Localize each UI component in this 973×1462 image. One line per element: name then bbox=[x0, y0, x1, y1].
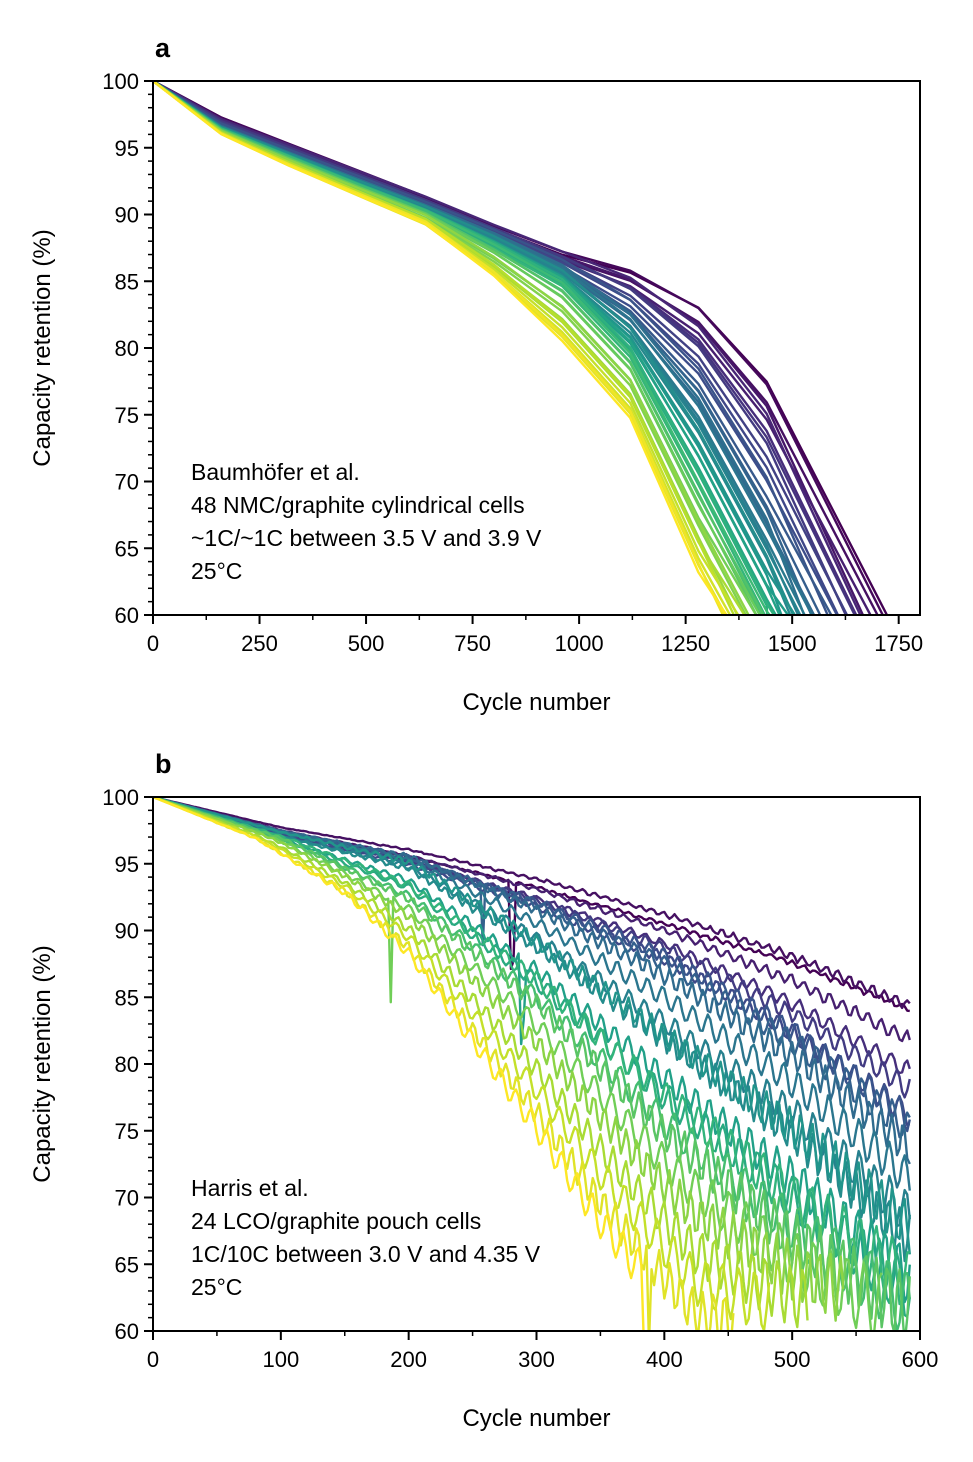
panel-a-series-line-33 bbox=[153, 81, 771, 615]
panel-b-annotation-line-1: Harris et al. bbox=[191, 1175, 309, 1201]
panel-b-series-line-19 bbox=[153, 797, 883, 1331]
panel-b-annotation-line-2: 24 LCO/graphite pouch cells bbox=[191, 1208, 481, 1234]
panel-b-series-line-13 bbox=[153, 797, 911, 1255]
panel-b-y-tick-label: 100 bbox=[102, 785, 139, 810]
panel-b-series-line-10 bbox=[153, 797, 911, 1191]
panel-a-x-tick-label: 1250 bbox=[661, 631, 710, 656]
panel-a-series-line-24 bbox=[153, 81, 795, 615]
panel-a-x-tick-label: 500 bbox=[348, 631, 385, 656]
panel-a-series-line-48 bbox=[153, 81, 728, 615]
panel-b-series-line-9 bbox=[153, 797, 911, 1165]
panel-b-chart: 0 100 200 300 400 500 600 60 65 70 75 80 85 90 95 100 Cy… bbox=[29, 749, 938, 1432]
panel-a-x-tick-label: 1000 bbox=[555, 631, 604, 656]
panel-b-x-tick-label: 200 bbox=[390, 1347, 427, 1372]
panel-a-series-line-9 bbox=[153, 81, 847, 615]
panel-b-y-tick-label: 85 bbox=[115, 985, 139, 1010]
panel-a-y-tick-label: 65 bbox=[115, 536, 139, 561]
panel-a-x-tick-label: 0 bbox=[147, 631, 159, 656]
panel-a-annotation-line-4: 25°C bbox=[191, 558, 242, 584]
panel-b-y-tick-label: 80 bbox=[115, 1052, 139, 1077]
panel-a-y-tick-label: 90 bbox=[115, 203, 139, 228]
panel-b-lines bbox=[153, 797, 911, 1331]
panel-b-y-axis-label: Capacity retention (%) bbox=[29, 945, 56, 1182]
panel-a-x-tick-label: 1500 bbox=[768, 631, 817, 656]
panel-a-series-line-6 bbox=[153, 81, 862, 615]
panel-b-x-tick-label: 0 bbox=[147, 1347, 159, 1372]
panel-b-y-tick-label: 60 bbox=[115, 1319, 139, 1344]
panel-b-series-line-2 bbox=[153, 797, 911, 1010]
panel-a-y-tick-label: 60 bbox=[115, 603, 139, 628]
panel-a-y-tick-label: 80 bbox=[115, 336, 139, 361]
panel-b-annotation-line-4: 25°C bbox=[191, 1274, 242, 1300]
panel-b-series-line-18 bbox=[153, 797, 911, 1331]
panel-a-series-line-40 bbox=[153, 81, 750, 615]
panel-a-x-tick-label: 250 bbox=[241, 631, 278, 656]
panel-a-annotation-line-1: Baumhöfer et al. bbox=[191, 459, 360, 485]
panel-a-y-tick-label: 100 bbox=[102, 69, 139, 94]
panel-b-x-axis-label: Cycle number bbox=[462, 1405, 610, 1432]
panel-a-annotation-line-2: 48 NMC/graphite cylindrical cells bbox=[191, 492, 525, 518]
panel-a-y-tick-label: 85 bbox=[115, 269, 139, 294]
panel-b-y-tick-label: 95 bbox=[115, 852, 139, 877]
panel-b-series-line-16 bbox=[153, 797, 911, 1306]
panel-a-lines bbox=[153, 81, 889, 615]
panel-b-series-line-24 bbox=[153, 797, 645, 1331]
panel-a-y-tick-label: 70 bbox=[115, 470, 139, 495]
panel-a-panel-label: a bbox=[155, 33, 171, 63]
panel-b-x-tick-label: 500 bbox=[774, 1347, 811, 1372]
panel-a-y-tick-label: 95 bbox=[115, 136, 139, 161]
panel-a-x-tick-label: 750 bbox=[454, 631, 491, 656]
panel-b-x-tick-label: 300 bbox=[518, 1347, 555, 1372]
panel-b-x-tick-label: 400 bbox=[646, 1347, 683, 1372]
panel-a-chart: 0 250 500 750 1000 1250 1500 1750 60 65 70 75 80 85 90… bbox=[29, 33, 923, 716]
panel-b-y-tick-label: 65 bbox=[115, 1252, 139, 1277]
panel-b-annotation-line-3: 1C/10C between 3.0 V and 4.35 V bbox=[191, 1241, 541, 1267]
panel-a-x-axis-label: Cycle number bbox=[462, 689, 610, 716]
panel-b-x-tick-label: 600 bbox=[902, 1347, 939, 1372]
panel-a-y-axis-label: Capacity retention (%) bbox=[29, 229, 56, 466]
panel-b-y-tick-label: 70 bbox=[115, 1186, 139, 1211]
panel-a-y-tick-label: 75 bbox=[115, 403, 139, 428]
panel-b-x-tick-label: 100 bbox=[262, 1347, 299, 1372]
panel-a-annotation-line-3: ~1C/~1C between 3.5 V and 3.9 V bbox=[191, 525, 542, 551]
panel-b-y-tick-label: 90 bbox=[115, 919, 139, 944]
panel-a-x-tick-label: 1750 bbox=[874, 631, 923, 656]
panel-b-y-tick-label: 75 bbox=[115, 1119, 139, 1144]
panel-a-series-line-13 bbox=[153, 81, 829, 615]
panel-b-panel-label: b bbox=[155, 749, 172, 779]
